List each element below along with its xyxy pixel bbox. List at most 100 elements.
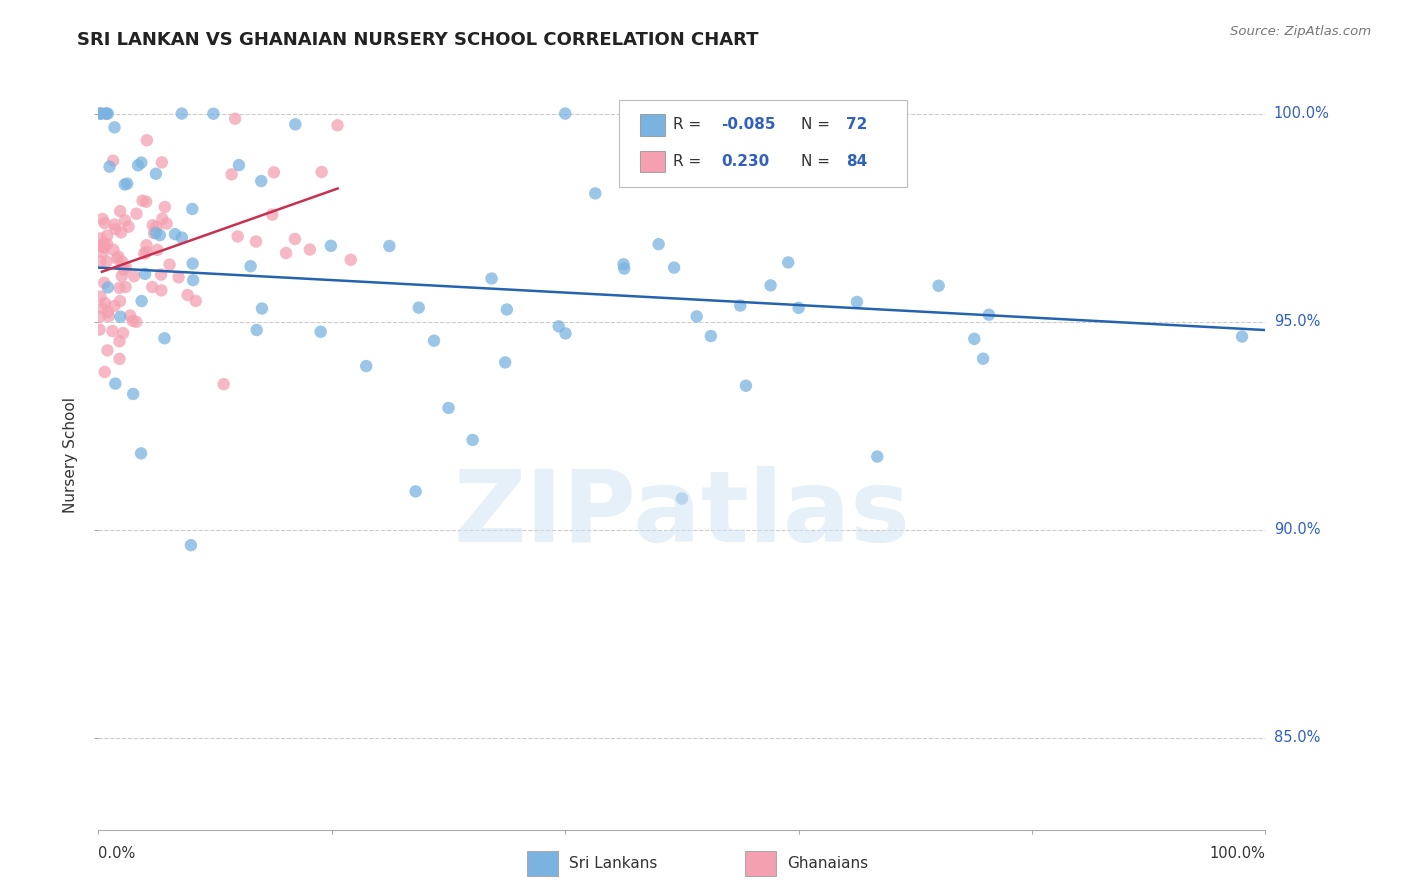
Point: [181, 273, 204, 287]
Text: Ghanaians: Ghanaians: [787, 856, 869, 871]
Point: [613, 261, 636, 276]
Point: [108, 281, 131, 295]
Point: [97, 310, 120, 324]
Point: [494, 355, 516, 369]
Point: [93, 240, 115, 254]
Point: [180, 538, 202, 552]
Point: [735, 378, 758, 392]
Point: [89, 323, 111, 337]
Point: [846, 294, 869, 309]
Point: [481, 271, 503, 285]
Point: [111, 268, 134, 283]
Point: [461, 433, 484, 447]
Point: [135, 133, 157, 147]
Point: [423, 334, 446, 348]
Point: [90, 106, 112, 120]
Point: [700, 329, 723, 343]
Point: [105, 252, 128, 266]
Point: [110, 226, 132, 240]
Point: [89, 231, 111, 245]
Text: 84: 84: [846, 154, 868, 169]
Point: [108, 334, 131, 349]
Point: [250, 174, 273, 188]
Point: [96, 343, 118, 358]
Point: [311, 165, 333, 179]
Point: [94, 296, 117, 310]
Point: [613, 257, 636, 271]
Point: [145, 226, 167, 240]
Text: R =: R =: [673, 118, 707, 132]
Text: -0.085: -0.085: [721, 118, 776, 132]
Point: [153, 331, 176, 345]
Point: [184, 293, 207, 308]
Point: [90, 106, 112, 120]
Point: [662, 260, 685, 275]
Point: [142, 219, 165, 233]
Point: [93, 240, 115, 254]
Point: [963, 332, 986, 346]
Point: [98, 160, 121, 174]
Point: [101, 324, 124, 338]
Point: [96, 228, 118, 243]
Point: [181, 202, 204, 216]
Point: [107, 250, 129, 264]
Point: [583, 186, 606, 201]
Point: [928, 278, 950, 293]
Point: [135, 194, 157, 209]
Point: [239, 259, 262, 273]
Text: 100.0%: 100.0%: [1274, 106, 1330, 121]
Point: [96, 237, 118, 252]
Point: [97, 305, 120, 319]
Point: [554, 106, 576, 120]
Text: N =: N =: [801, 154, 835, 169]
Point: [284, 117, 307, 131]
Point: [176, 288, 198, 302]
Point: [163, 227, 186, 241]
Point: [131, 155, 153, 169]
Text: 90.0%: 90.0%: [1274, 523, 1320, 537]
Point: [114, 178, 136, 192]
Point: [135, 238, 157, 252]
Point: [686, 310, 709, 324]
Point: [96, 106, 118, 120]
Text: N =: N =: [801, 118, 835, 132]
Point: [647, 237, 669, 252]
Text: 95.0%: 95.0%: [1274, 314, 1320, 329]
Point: [437, 401, 460, 415]
Point: [114, 213, 136, 227]
Point: [134, 246, 156, 260]
Point: [108, 204, 131, 219]
Point: [125, 315, 148, 329]
Text: 72: 72: [846, 118, 868, 132]
Point: [122, 269, 145, 284]
Point: [319, 239, 342, 253]
Point: [245, 235, 267, 249]
Point: [554, 326, 576, 341]
Point: [309, 325, 332, 339]
Point: [117, 219, 139, 234]
Point: [127, 158, 149, 172]
Point: [89, 106, 111, 120]
Point: [262, 208, 284, 222]
Point: [149, 228, 172, 243]
Text: ZIPatlas: ZIPatlas: [454, 467, 910, 564]
Point: [115, 177, 138, 191]
Point: [170, 106, 193, 120]
Point: [103, 218, 125, 232]
Text: 100.0%: 100.0%: [1209, 847, 1265, 861]
Point: [89, 289, 111, 303]
Point: [103, 120, 125, 135]
Point: [153, 200, 176, 214]
Point: [122, 387, 145, 401]
Point: [93, 365, 115, 379]
Point: [150, 284, 173, 298]
Point: [250, 301, 273, 316]
Point: [89, 254, 111, 268]
Point: [1230, 329, 1253, 343]
Point: [170, 230, 193, 244]
Text: 0.230: 0.230: [721, 154, 769, 169]
Point: [135, 245, 157, 260]
Point: [91, 245, 114, 260]
Point: [977, 308, 1000, 322]
Point: [155, 217, 177, 231]
